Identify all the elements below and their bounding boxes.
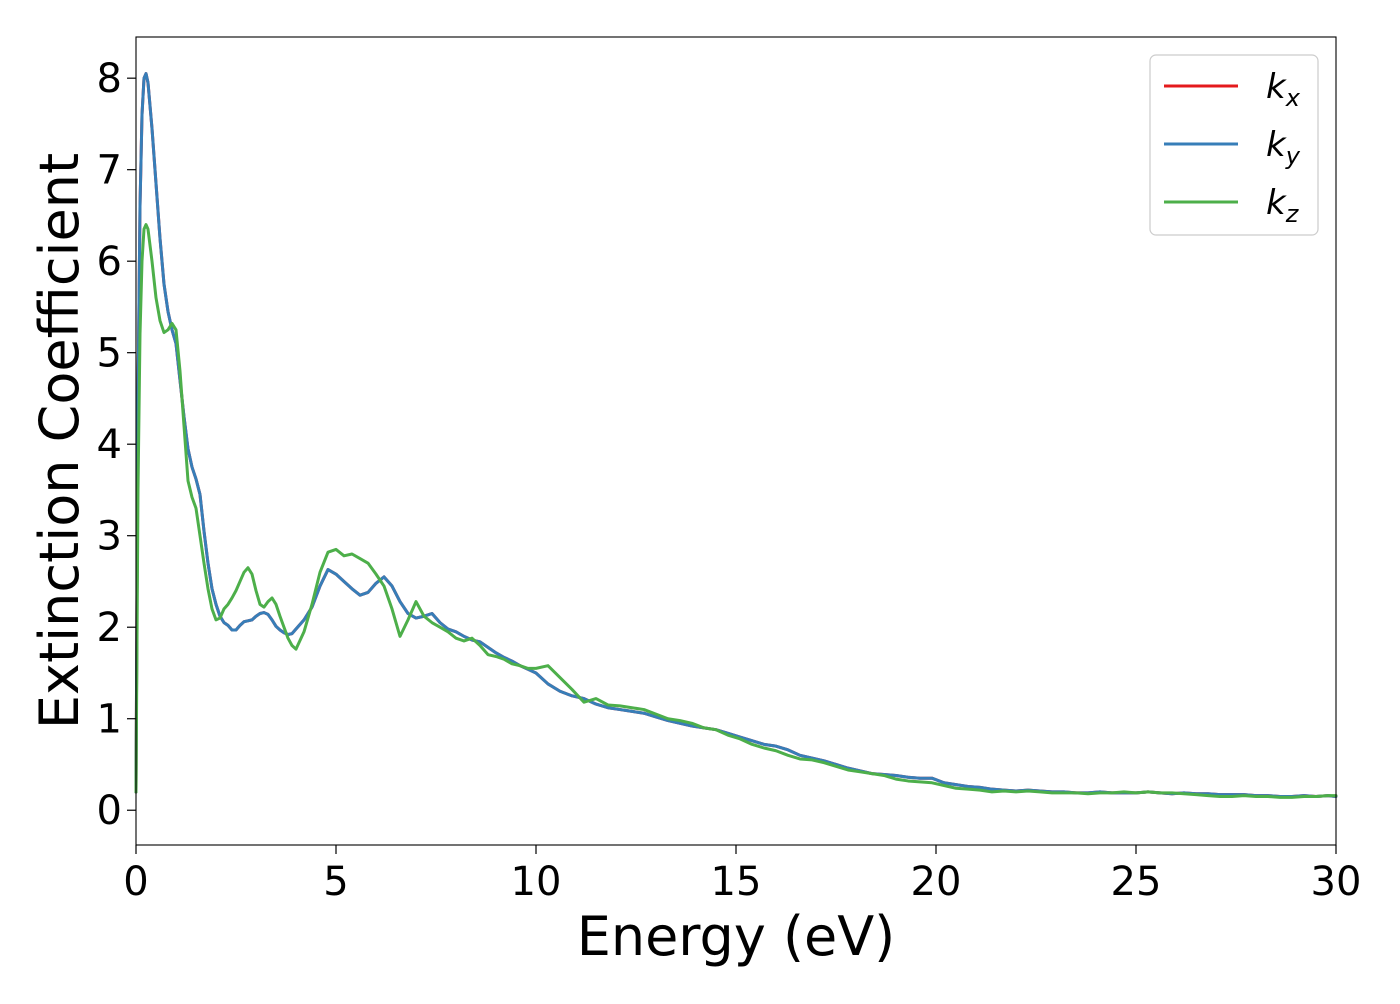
x-tick-label: 25 xyxy=(1111,859,1162,905)
y-axis-label: Extinction Coefficient xyxy=(28,153,91,729)
y-tick-label: 8 xyxy=(97,56,122,102)
x-tick-label: 10 xyxy=(511,859,562,905)
legend-label-base: k xyxy=(1266,125,1287,165)
legend-label-x: kx xyxy=(1266,67,1301,112)
series-layer xyxy=(134,72,1338,799)
x-tick-label: 0 xyxy=(123,859,148,905)
series-line-z xyxy=(134,223,1338,799)
legend-label-z: kz xyxy=(1266,183,1300,228)
x-tick-label: 20 xyxy=(911,859,962,905)
y-tick-label: 6 xyxy=(97,239,122,285)
legend-label-subscript: x xyxy=(1285,84,1301,112)
y-tick-label: 4 xyxy=(97,422,122,468)
x-tick-label: 30 xyxy=(1311,859,1362,905)
y-tick-label: 2 xyxy=(97,605,122,651)
legend-label-subscript: y xyxy=(1285,142,1301,170)
y-tick-label: 5 xyxy=(97,331,122,377)
x-ticks: 0 5 10 15 20 25 30 xyxy=(123,845,1361,905)
legend-label-subscript: z xyxy=(1285,200,1300,228)
x-tick-label: 5 xyxy=(323,859,348,905)
y-tick-label: 0 xyxy=(97,788,122,834)
y-tick-label: 1 xyxy=(97,697,122,743)
legend-label-base: k xyxy=(1266,67,1287,107)
y-tick-label: 7 xyxy=(97,148,122,194)
legend-label-base: k xyxy=(1266,183,1287,223)
x-axis-label: Energy (eV) xyxy=(577,905,896,968)
legend-label-y: ky xyxy=(1266,125,1301,170)
x-tick-label: 15 xyxy=(711,859,762,905)
y-ticks: 0 1 2 3 4 5 6 7 8 xyxy=(97,56,136,834)
y-tick-label: 3 xyxy=(97,514,122,560)
